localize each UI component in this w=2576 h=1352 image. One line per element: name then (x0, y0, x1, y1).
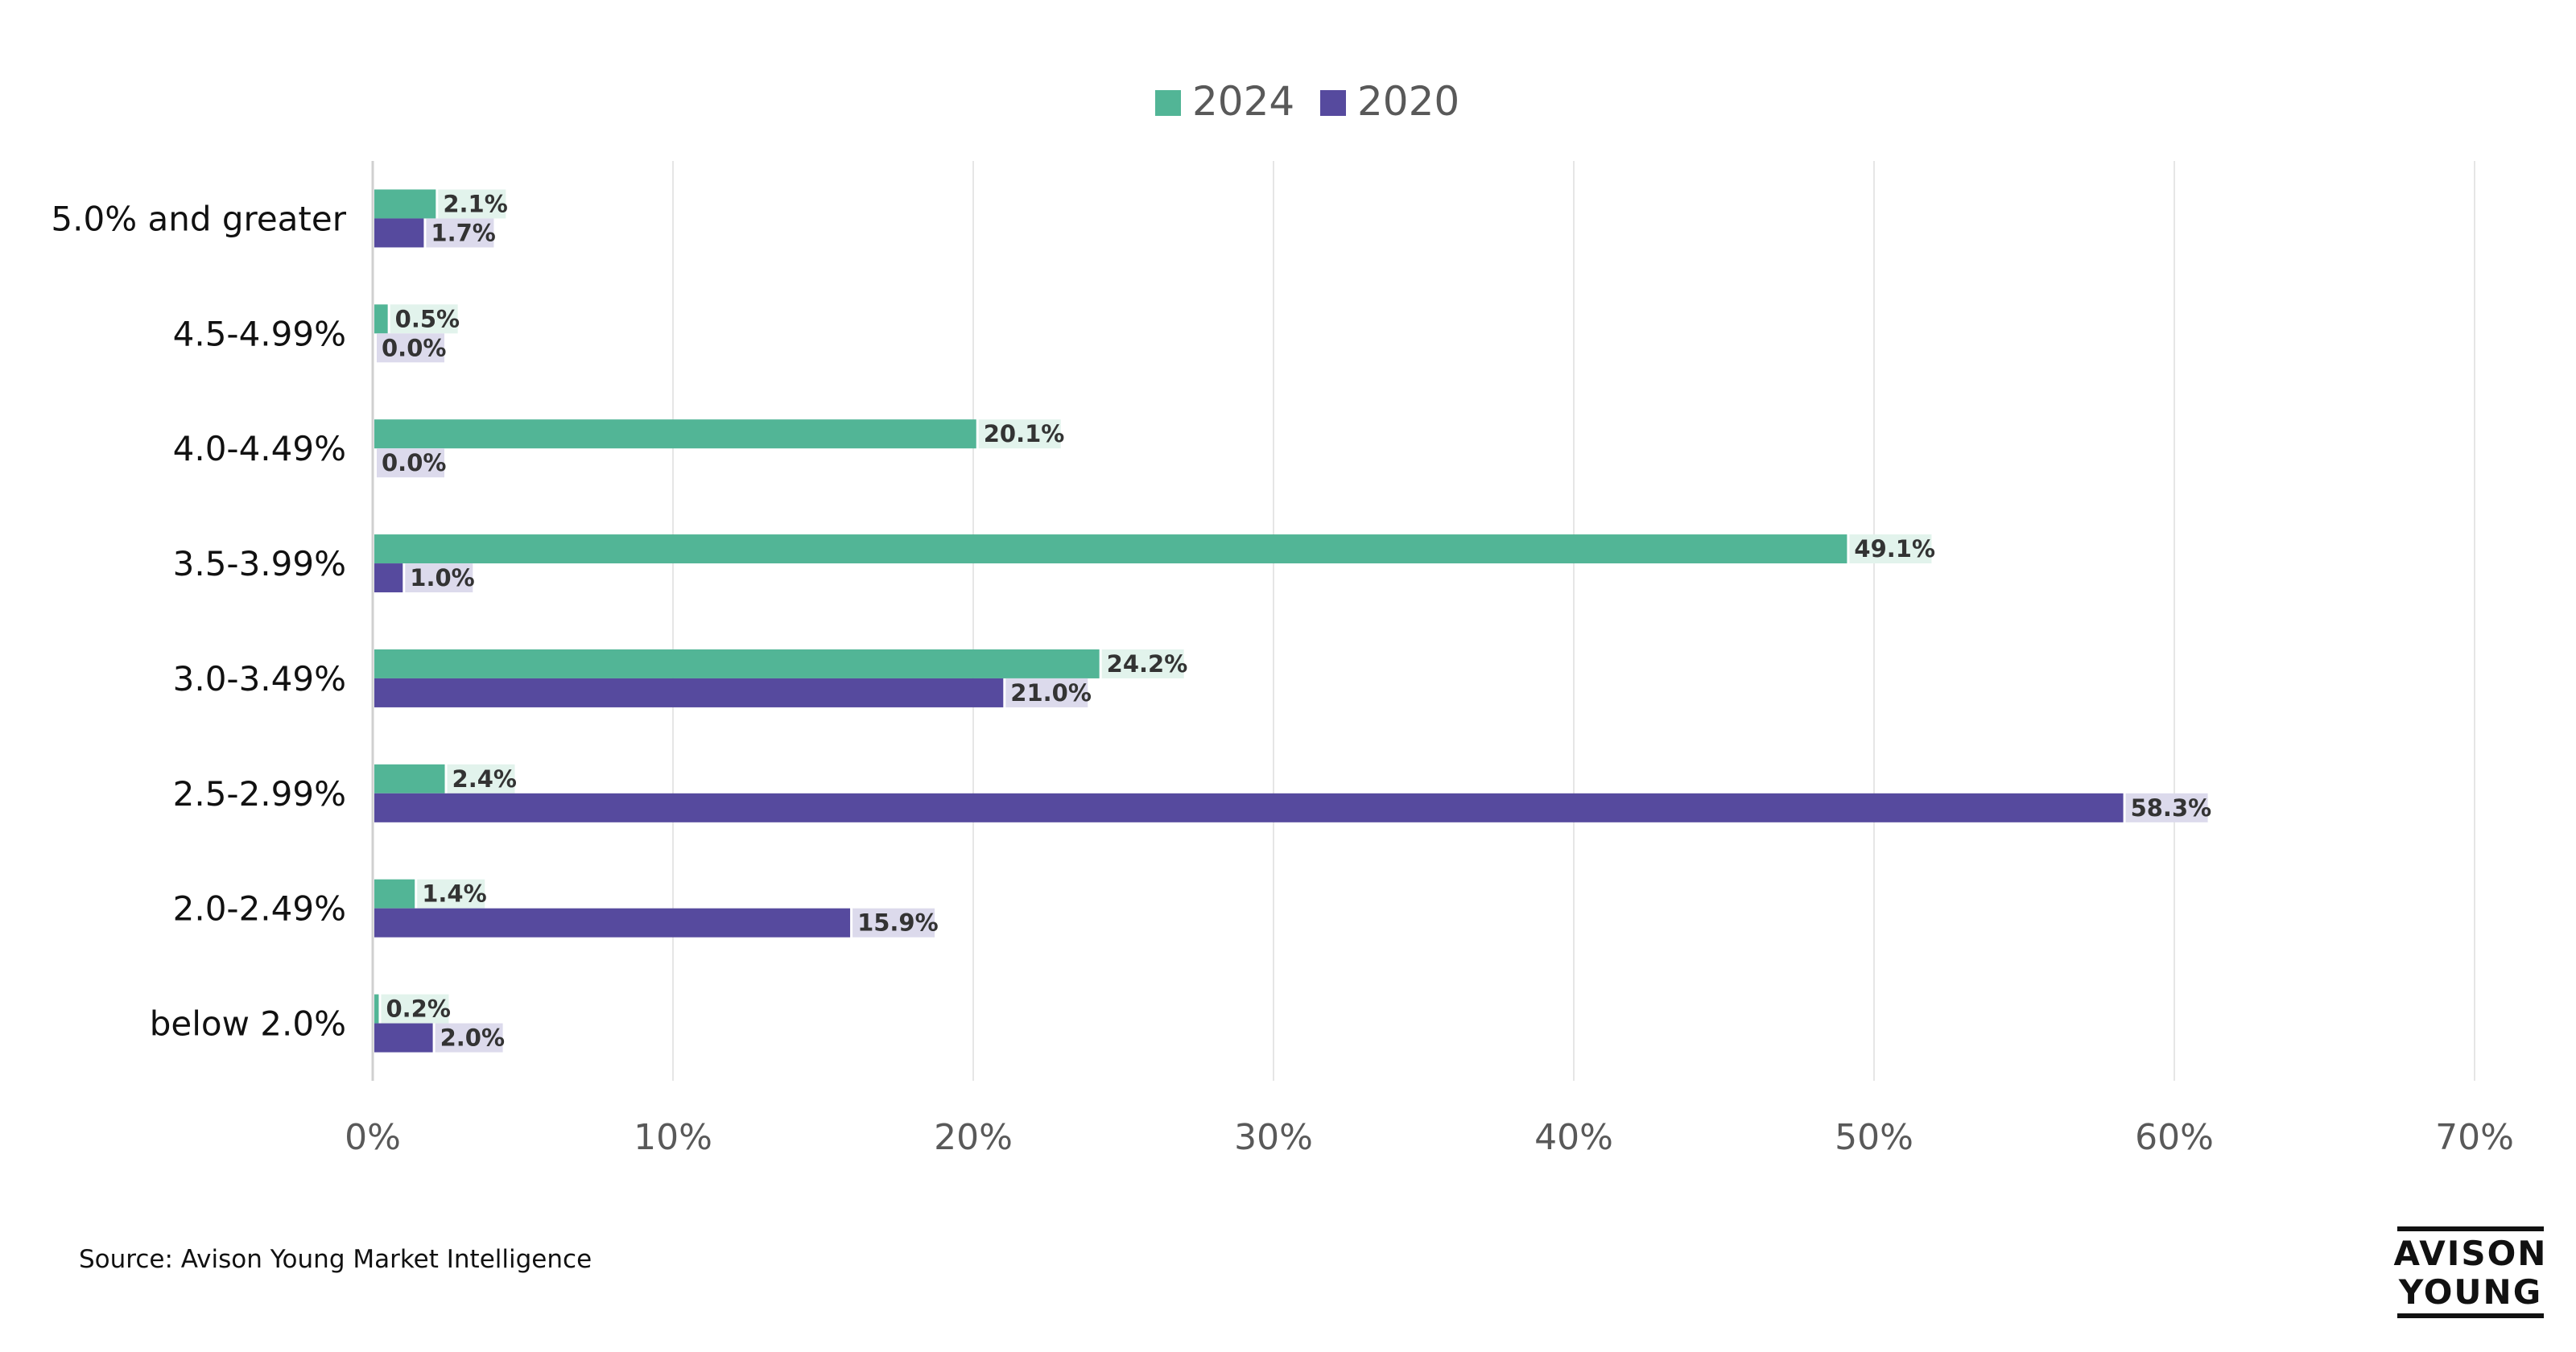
logo-line2: YOUNG (2398, 1272, 2542, 1312)
bar-2024 (374, 649, 1100, 678)
category-label: 3.5-3.99% (173, 544, 346, 583)
avison-young-logo: AVISON YOUNG (2394, 1226, 2548, 1318)
data-label-bg (426, 218, 494, 248)
bar-2024 (374, 764, 445, 793)
data-label-bg (438, 189, 506, 219)
chart-bars: 2.1%1.7%0.5%0.0%20.1%0.0%49.1%1.0%24.2%2… (374, 189, 2212, 1053)
bar-2024 (374, 304, 388, 334)
x-tick-label: 50% (1835, 1117, 1913, 1158)
data-label-bg (1005, 678, 1088, 707)
legend-swatch-2024 (1155, 90, 1181, 116)
x-tick-label: 30% (1234, 1117, 1313, 1158)
data-label: 0.0% (382, 334, 446, 361)
data-label-bg (405, 563, 473, 593)
data-label: 21.0% (1010, 679, 1092, 707)
data-label: 2.0% (440, 1024, 505, 1052)
bar-2024 (374, 879, 415, 909)
legend-label: 2020 (1357, 78, 1459, 125)
legend: 2024 2020 (1155, 78, 1459, 125)
data-label-bg (1849, 534, 1932, 564)
data-label-bg (1101, 649, 1184, 678)
data-label-bg (377, 448, 444, 478)
bar-2024 (374, 419, 976, 449)
data-label: 24.2% (1107, 650, 1188, 678)
bar-2020 (374, 793, 2124, 822)
data-label-bg (2125, 793, 2208, 822)
bar-2020 (374, 678, 1004, 707)
data-label-bg (417, 879, 485, 909)
data-label: 1.0% (410, 564, 474, 592)
data-label: 2.1% (443, 190, 507, 217)
data-label: 49.1% (1854, 535, 1935, 563)
x-tick-label: 70% (2435, 1117, 2514, 1158)
data-label-bg (377, 333, 444, 363)
bar-2020 (374, 908, 851, 938)
category-label: below 2.0% (150, 1004, 346, 1044)
category-label: 2.0-2.49% (173, 889, 346, 929)
logo-line1: AVISON (2394, 1234, 2548, 1273)
category-label: 2.5-2.99% (173, 774, 346, 814)
data-label: 15.9% (857, 909, 939, 937)
bar-2024 (374, 189, 436, 219)
legend-swatch-2020 (1320, 90, 1346, 116)
x-tick-label: 60% (2135, 1117, 2214, 1158)
chart-gridlines (371, 161, 2475, 1081)
source-note: Source: Avison Young Market Intelligence (79, 1245, 592, 1274)
data-label: 1.4% (422, 880, 486, 908)
x-tick-label: 0% (345, 1117, 401, 1158)
legend-label: 2024 (1192, 78, 1294, 125)
data-label: 1.7% (431, 219, 495, 246)
bar-2024 (374, 994, 379, 1024)
bar-2024 (374, 534, 1847, 564)
category-label: 3.0-3.49% (173, 659, 346, 699)
data-label-bg (978, 419, 1061, 449)
data-label: 2.4% (452, 765, 517, 793)
bar-2020 (374, 1023, 433, 1053)
x-tick-label: 20% (934, 1117, 1013, 1158)
category-label: 4.5-4.99% (173, 314, 346, 353)
data-label: 0.2% (386, 995, 450, 1023)
x-tick-label: 10% (634, 1117, 712, 1158)
data-label: 58.3% (2131, 794, 2212, 822)
data-label: 20.1% (984, 420, 1065, 447)
category-label: 4.0-4.49% (173, 429, 346, 468)
data-label-bg (390, 304, 458, 334)
data-label: 0.0% (382, 449, 446, 476)
data-label-bg (435, 1023, 503, 1053)
data-label-bg (381, 994, 449, 1024)
category-label: 5.0% and greater (51, 199, 346, 238)
x-axis-ticks: 0% 10% 20% 30% 40% 50% 60% 70% (345, 1117, 2514, 1158)
bar-2020 (374, 563, 403, 593)
bar-2020 (374, 218, 424, 248)
data-label-bg (852, 908, 935, 938)
data-label-bg (447, 764, 515, 793)
data-label: 0.5% (395, 305, 460, 332)
category-labels: 5.0% and greater 4.5-4.99% 4.0-4.49% 3.5-3.… (51, 199, 346, 1043)
x-tick-label: 40% (1534, 1117, 1613, 1158)
